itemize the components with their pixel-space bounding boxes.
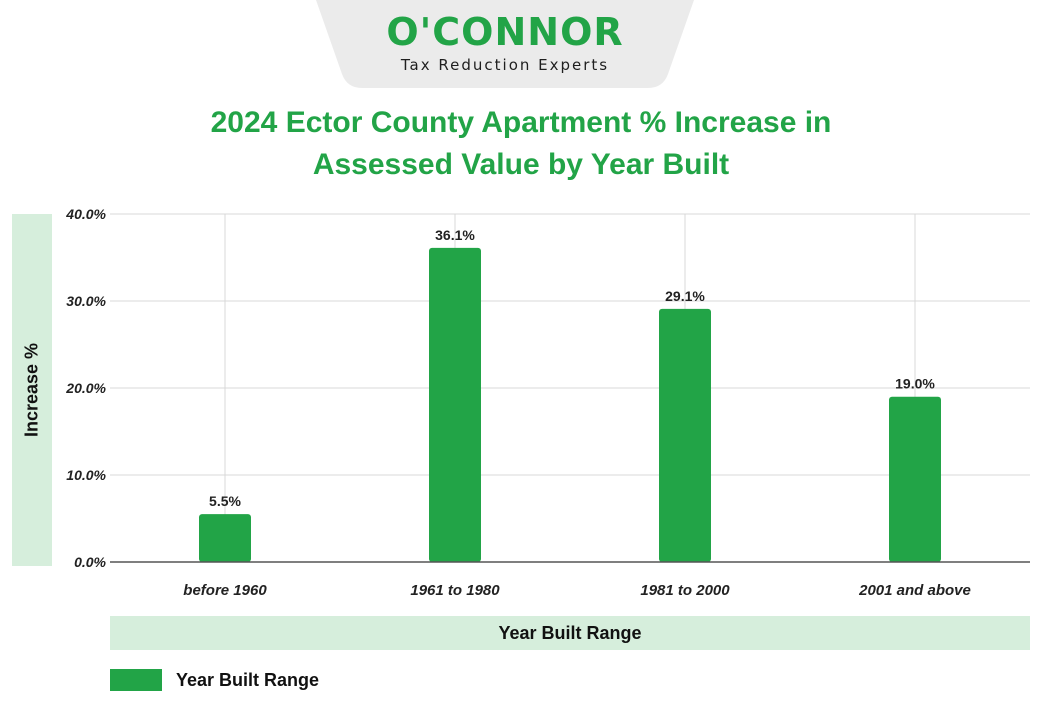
x-axis-label-band: Year Built Range (110, 616, 1030, 650)
legend-label: Year Built Range (176, 669, 320, 690)
data-label: 29.1% (665, 288, 705, 304)
y-tick-label: 10.0% (66, 467, 106, 483)
x-tick-label: 1961 to 1980 (410, 582, 500, 599)
y-axis-label-band (12, 214, 52, 566)
data-label: 36.1% (435, 227, 475, 243)
bar (659, 308, 711, 562)
y-tick-label: 30.0% (66, 293, 106, 309)
bar (199, 514, 251, 562)
bar (429, 247, 481, 562)
logo-wordmark: O'CONNOR (386, 10, 624, 54)
data-label: 5.5% (209, 493, 241, 509)
bar (889, 396, 941, 562)
logo-tab-shape (316, 0, 694, 88)
chart-title-line-1: 2024 Ector County Apartment % Increase i… (210, 106, 832, 139)
y-tick-label: 20.0% (65, 380, 106, 396)
logo-tagline: Tax Reduction Experts (400, 56, 610, 74)
x-axis-label: Year Built Range (498, 623, 642, 643)
chart-title: 2024 Ector County Apartment % Increase i… (0, 102, 1042, 186)
x-tick-label: 2001 and above (858, 582, 971, 599)
x-tick-label: 1981 to 2000 (640, 582, 730, 599)
legend: Year Built Range (110, 667, 319, 693)
legend-swatch (110, 669, 162, 691)
logo: O'CONNOR Tax Reduction Experts (316, 0, 694, 88)
y-tick-label: 0.0% (74, 554, 106, 570)
data-label: 19.0% (895, 376, 935, 392)
y-tick-label: 40.0% (65, 206, 106, 222)
x-tick-label: before 1960 (183, 582, 267, 599)
chart-title-line-2: Assessed Value by Year Built (312, 148, 730, 181)
